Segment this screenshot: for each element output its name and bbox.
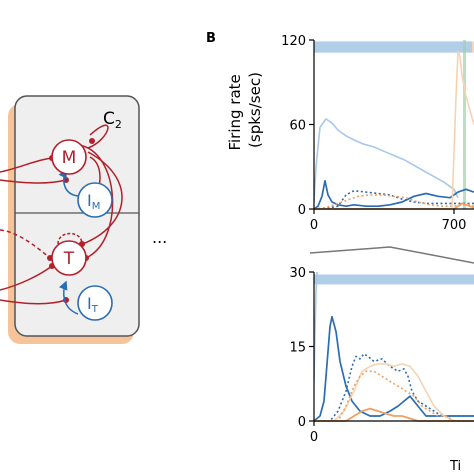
node-m: M: [51, 139, 87, 175]
edge-left-to-im: [0, 179, 67, 184]
y-axis-label-line1: Firing rate: [226, 74, 244, 150]
node-t-circle: [51, 240, 87, 276]
node-it-sub: T: [91, 304, 99, 315]
y-axis-label: Firing rate (spks/sec): [226, 69, 264, 150]
node-im-sub: M: [92, 201, 101, 212]
shaded-band-green: [463, 40, 466, 209]
edge-left-to-t: [0, 265, 53, 291]
edge-m-recur: [87, 124, 109, 149]
module-label-sub: 2: [115, 118, 122, 131]
edge-t-to-m: [73, 151, 123, 248]
node-it-circle: [77, 285, 113, 321]
zoom-connector: [309, 246, 474, 264]
plot-bottom: 30 15 00: [289, 266, 474, 445]
node-m-circle: [51, 139, 87, 175]
series-line-blue-dotted: [314, 189, 474, 210]
x-tick-label: 0: [310, 430, 318, 445]
node-it-label: IT: [87, 294, 99, 315]
inhib-it-to-t: [59, 280, 79, 315]
edge-left-to-it: [0, 299, 67, 305]
module-label-main: C: [103, 109, 115, 129]
plot-top: 120 60 00 700: [281, 34, 474, 233]
node-it: IT: [77, 285, 113, 321]
node-t: T: [51, 240, 87, 276]
x-axis-label: Ti: [449, 459, 461, 474]
series-line-light-orange: [314, 363, 474, 422]
series-line-blue: [314, 315, 474, 422]
y-axis-label-line2: (spks/sec): [246, 72, 264, 148]
series-line-orange-dotted: [314, 194, 474, 210]
node-m-label: M: [62, 148, 77, 168]
shaded-band-blue: [314, 274, 474, 285]
x-tick-label: 700: [442, 218, 467, 233]
y-tick-label: 30: [289, 266, 306, 281]
module-box: [14, 95, 140, 337]
series-line-light-orange: [451, 50, 474, 210]
series-line-blue: [314, 179, 474, 210]
y-tick-label: 15: [289, 341, 306, 356]
node-t-label: T: [63, 249, 75, 269]
synapse-dot: [89, 138, 95, 144]
x-tick-label: 0: [310, 218, 318, 233]
excitatory-connections: [0, 124, 123, 305]
node-im-label: IM: [87, 191, 100, 212]
shaded-band-blue: [314, 41, 472, 53]
edge-left-dashed: [0, 229, 51, 259]
edge-t-recur: [57, 232, 83, 245]
node-im-main: I: [87, 191, 92, 210]
panel-label-b: B: [206, 31, 216, 46]
node-im: IM: [77, 182, 113, 218]
node-im-circle: [77, 182, 113, 218]
node-it-main: I: [87, 294, 92, 313]
edge-left-to-m: [0, 157, 53, 173]
y-tick-label: 120: [281, 34, 306, 49]
ellipsis: ...: [152, 228, 167, 247]
shaded-band-orange: [472, 41, 474, 53]
series-line-blue-dotted: [314, 353, 474, 422]
y-tick-label: 0: [298, 415, 306, 430]
y-tick-label: 0: [298, 203, 306, 218]
y-tick-label: 60: [289, 119, 306, 134]
series-line-light-blue: [314, 118, 459, 203]
network-diagram: C2: [0, 95, 167, 344]
module-label: C2: [103, 109, 122, 131]
series-line-orange-dotted: [314, 370, 474, 422]
